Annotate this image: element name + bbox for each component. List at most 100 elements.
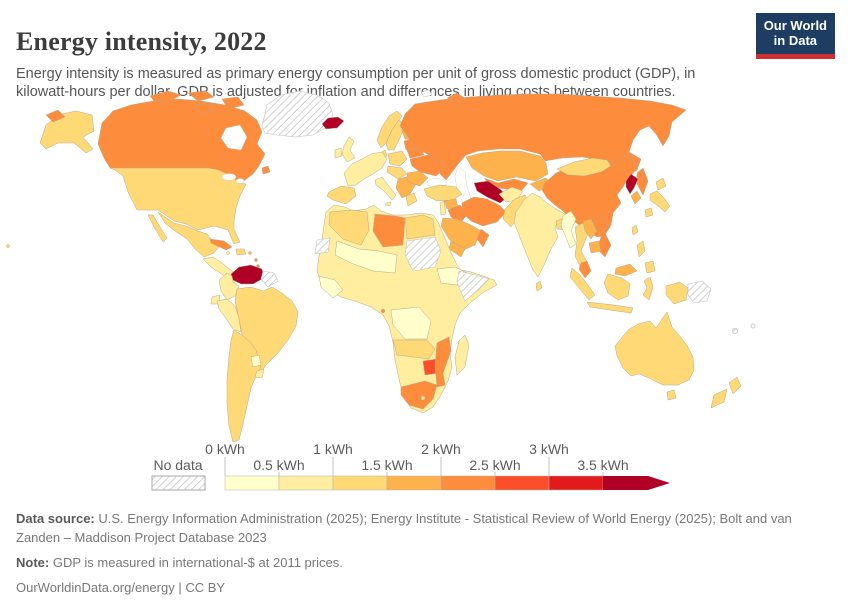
country-arctic-islands[interactable] (195, 102, 215, 114)
country-sulawesi[interactable] (642, 276, 654, 301)
country-libya[interactable] (372, 213, 406, 248)
country-north-korea[interactable] (625, 173, 639, 195)
country-levant[interactable] (439, 200, 447, 216)
country-uruguay[interactable] (254, 368, 265, 379)
country-arctic-islands[interactable] (149, 90, 182, 102)
legend-tick-label: 1 kWh (313, 441, 353, 457)
country-somalia-no-data[interactable] (456, 270, 490, 302)
country-mexico-baja[interactable] (147, 214, 168, 243)
legend-bin-2[interactable] (332, 475, 388, 491)
country-paraguay[interactable] (250, 354, 262, 368)
country-japan-kyushu[interactable] (644, 207, 654, 218)
country-central-europe[interactable] (386, 165, 408, 180)
country-oman[interactable] (476, 228, 490, 248)
legend-bin-3[interactable] (386, 475, 442, 491)
country-mexico[interactable] (157, 211, 223, 258)
country-iberia[interactable] (326, 185, 357, 205)
country-papua-west[interactable] (665, 281, 689, 305)
country-western-sahara-no-data[interactable] (314, 237, 331, 255)
legend-bin-1[interactable] (278, 475, 334, 491)
country-angola-zambia[interactable] (392, 339, 436, 360)
country-west-europe[interactable] (343, 151, 388, 187)
country-guyanas-no-data[interactable] (260, 270, 279, 288)
country-japan-hokkaido[interactable] (655, 177, 667, 191)
country-cuba[interactable] (209, 238, 233, 251)
legend-tick-label: 2.5 kWh (469, 457, 520, 473)
country-java[interactable] (586, 301, 634, 314)
owid-link[interactable]: OurWorldinData.org/energy | CC BY (16, 579, 226, 595)
legend-tick-label: 3.5 kWh (577, 457, 628, 473)
country-greece[interactable] (405, 192, 418, 207)
country-vietnam[interactable] (592, 214, 612, 258)
country-uk[interactable] (341, 136, 356, 163)
country-peru[interactable] (216, 298, 242, 333)
country-china[interactable] (541, 152, 636, 238)
country-png-no-data[interactable] (687, 280, 712, 304)
country-south-korea[interactable] (630, 190, 642, 205)
country-sudan-no-data[interactable] (404, 236, 442, 272)
country-arctic-islands[interactable] (187, 90, 215, 102)
country-australia[interactable] (614, 311, 695, 386)
country-newfoundland[interactable] (261, 165, 271, 175)
country-norway[interactable] (376, 110, 403, 149)
country-sri-lanka[interactable] (535, 280, 543, 292)
legend-bin-6[interactable] (548, 475, 604, 491)
country-greenland-no-data[interactable] (261, 90, 334, 138)
country-equatorial-guinea[interactable] (380, 308, 386, 314)
country-new-zealand-north[interactable] (728, 376, 742, 395)
country-algeria[interactable] (328, 209, 370, 246)
country-kazakhstan[interactable] (465, 150, 549, 182)
country-egypt[interactable] (404, 214, 436, 240)
country-arctic-islands[interactable] (221, 96, 245, 110)
country-south-africa[interactable] (400, 380, 438, 410)
country-sumatra[interactable] (569, 267, 596, 301)
country-sakhalin[interactable] (636, 167, 649, 196)
country-puerto-rico[interactable] (248, 251, 252, 255)
country-madagascar[interactable] (454, 334, 470, 376)
country-russia-chukotka[interactable] (45, 109, 66, 123)
country-venezuela[interactable] (230, 264, 265, 285)
country-jamaica[interactable] (226, 251, 230, 255)
legend-bin-4[interactable] (440, 475, 496, 491)
legend-no-data-swatch[interactable] (151, 475, 206, 491)
country-hawaii[interactable] (6, 244, 10, 248)
country-mongolia[interactable] (556, 157, 612, 177)
country-new-zealand-south[interactable] (710, 388, 728, 409)
country-lesotho[interactable] (420, 395, 426, 401)
country-sahel[interactable] (334, 240, 398, 274)
country-italy[interactable] (374, 176, 397, 201)
country-tasmania[interactable] (666, 389, 677, 401)
country-saudi-arabia[interactable] (440, 217, 482, 252)
country-colombia[interactable] (218, 272, 240, 301)
country-philippines-mindanao[interactable] (644, 260, 656, 274)
legend-bin-0[interactable] (224, 475, 280, 491)
country-turkey[interactable] (423, 184, 463, 202)
country-cambodia[interactable] (588, 240, 602, 254)
country-mozambique[interactable] (434, 336, 452, 388)
country-iceland[interactable] (321, 116, 345, 130)
country-kalimantan[interactable] (603, 273, 631, 301)
country-sicily[interactable] (384, 201, 392, 207)
country-hispaniola[interactable] (235, 248, 247, 256)
country-japan-honshu[interactable] (649, 190, 671, 213)
country-ireland[interactable] (334, 147, 343, 159)
country-poland[interactable] (387, 150, 408, 167)
country-romania-bulgaria[interactable] (406, 170, 429, 187)
country-guinea-region[interactable] (318, 275, 344, 299)
legend-bin-5[interactable] (494, 475, 550, 491)
country-myanmar[interactable] (560, 210, 577, 249)
country-yemen[interactable] (448, 240, 466, 258)
map-legend: No data 0 kWh 1 kWh 2 kWh 3 kWh 0.5 kWh … (151, 441, 670, 491)
legend-bin-7-arrow[interactable] (603, 476, 670, 490)
country-novaya-zemlya[interactable] (446, 92, 467, 104)
country-laos[interactable] (582, 218, 598, 240)
country-russia[interactable] (399, 93, 687, 181)
pacific-islands-no-data (750, 323, 756, 329)
country-antilles[interactable] (254, 258, 258, 262)
country-drc[interactable] (390, 306, 432, 340)
country-malaysia-borneo[interactable] (614, 263, 638, 277)
country-iran[interactable] (461, 196, 507, 227)
country-taiwan[interactable] (631, 224, 639, 236)
country-malaysia-peninsula[interactable] (578, 260, 592, 279)
country-philippines-luzon[interactable] (636, 240, 646, 258)
